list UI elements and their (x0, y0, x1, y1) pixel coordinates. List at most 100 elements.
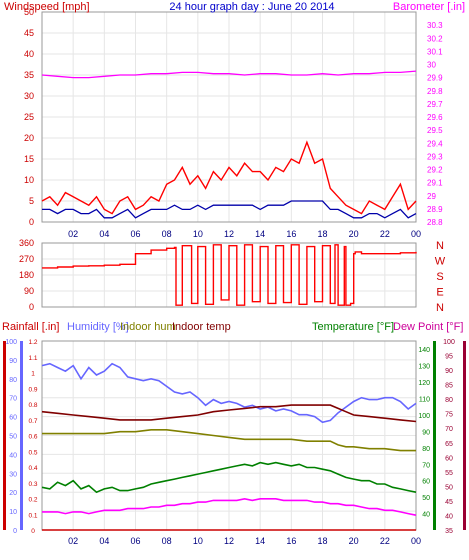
bot-dew-axis-bar (463, 341, 466, 530)
top-x-tick-label: 02 (68, 229, 78, 239)
top-right-tick-label: 30.3 (427, 21, 443, 30)
top-left-tick-label: 50 (24, 7, 34, 17)
bot-x-tick-label: 12 (224, 536, 234, 546)
series-direction (42, 244, 417, 306)
mid-compass-label: N (436, 302, 444, 314)
top-left-tick-label: 45 (24, 28, 34, 38)
top-right-tick-label: 29.2 (427, 166, 443, 175)
bot-rain-tick-label: 0.8 (28, 402, 37, 409)
bot-dew-tick-label: 80 (445, 397, 453, 404)
bot-temp-tick-label: 130 (418, 364, 430, 371)
top-left-tick-label: 0 (29, 217, 34, 227)
series-baro (41, 70, 417, 79)
mid-plot-frame (41, 242, 417, 308)
bot-x-tick-label: 04 (99, 536, 109, 546)
top-right-tick-label: 29.1 (427, 179, 443, 188)
bot-dew-tick-label: 55 (445, 470, 453, 477)
bot-dew-tick-label: 100 (443, 339, 455, 346)
mid-compass-label: E (436, 287, 443, 299)
bot-x-tick-label: 06 (130, 536, 140, 546)
series-gust (41, 140, 417, 215)
bot-x-tick-label: 08 (162, 536, 172, 546)
bot-x-tick-label: 22 (380, 536, 390, 546)
bot-x-tick-label: 14 (255, 536, 265, 546)
bot-rain-tick-label: 1.1 (28, 355, 37, 362)
top-x-tick-label: 10 (193, 229, 203, 239)
bot-hum-tick-label: 100 (5, 339, 17, 346)
bot-rain-tick-label: 0.5 (28, 449, 37, 456)
bot-temp-tick-label: 50 (422, 495, 430, 502)
top-left-tick-label: 25 (24, 112, 34, 122)
bot-x-tick-label: 16 (286, 536, 296, 546)
bot-hum-tick-label: 0 (13, 528, 17, 535)
bot-hum-tick-label: 40 (9, 452, 17, 459)
top-x-tick-label: 08 (162, 229, 172, 239)
top-x-tick-label: 18 (317, 229, 327, 239)
bot-dew-tick-label: 85 (445, 383, 453, 390)
top-left-tick-label: 20 (24, 133, 34, 143)
top-right-tick-label: 30 (427, 61, 436, 70)
top-right-tick-label: 29.7 (427, 100, 443, 109)
mid-left-tick-label: 270 (19, 254, 34, 264)
top-right-tick-label: 29.5 (427, 126, 443, 135)
bot-dew-tick-label: 65 (445, 441, 453, 448)
top-right-tick-label: 29.8 (427, 87, 443, 96)
bot-rain-tick-label: 0.9 (28, 386, 37, 393)
bot-indoor-temp-label: Indoor temp (172, 321, 231, 333)
bot-hum-tick-label: 20 (9, 490, 17, 497)
bot-rain-label: Rainfall [.in] (2, 321, 59, 333)
top-plot-frame (41, 11, 417, 223)
top-right-axis-label: Barometer [.in] (393, 1, 465, 13)
bot-rain-axis-bar (3, 341, 6, 530)
bot-x-tick-label: 20 (349, 536, 359, 546)
series-indoor_temp (41, 404, 417, 423)
bot-dew-tick-label: 95 (445, 354, 453, 361)
bot-rain-tick-label: 0.3 (28, 481, 37, 488)
bot-x-tick-label: 02 (68, 536, 78, 546)
mid-left-tick-label: 90 (24, 286, 34, 296)
bot-hum-label: Humidity [%] (67, 321, 129, 333)
bot-hum-axis-bar (20, 341, 23, 530)
series-indoor_hum (42, 428, 416, 452)
top-x-tick-label: 20 (349, 229, 359, 239)
bot-dew-tick-label: 40 (445, 513, 453, 520)
bot-dew-tick-label: 35 (445, 528, 453, 535)
top-left-tick-label: 40 (24, 49, 34, 59)
bot-rain-tick-label: 0.2 (28, 497, 37, 504)
top-left-axis-label: Windspeed [mph] (4, 1, 90, 13)
bot-indoor-hum-label: Indoor hum (120, 321, 176, 333)
bot-temp-tick-label: 140 (418, 347, 430, 354)
top-right-tick-label: 28.8 (427, 218, 443, 227)
bot-dew-tick-label: 70 (445, 426, 453, 433)
bot-dew-tick-label: 50 (445, 484, 453, 491)
top-x-tick-label: 16 (286, 229, 296, 239)
series-dewpoint (42, 497, 417, 516)
series-temperature (41, 461, 417, 494)
top-x-tick-label: 14 (255, 229, 265, 239)
bot-hum-tick-label: 60 (9, 415, 17, 422)
top-right-tick-label: 29.6 (427, 113, 443, 122)
mid-left-tick-label: 0 (29, 302, 34, 312)
bot-temp-label: Temperature [°F] (312, 321, 394, 333)
bot-rain-tick-label: 0.7 (28, 418, 37, 425)
bot-rain-tick-label: 0.4 (28, 465, 37, 472)
top-left-tick-label: 10 (24, 175, 34, 185)
top-x-tick-label: 04 (99, 229, 109, 239)
bot-dew-label: Dew Point [°F] (393, 321, 463, 333)
bot-temp-tick-label: 60 (422, 479, 430, 486)
bot-dew-tick-label: 60 (445, 455, 453, 462)
series-avg (42, 200, 417, 219)
bot-temp-tick-label: 120 (418, 380, 430, 387)
bot-x-tick-label: 18 (317, 536, 327, 546)
bot-hum-tick-label: 10 (9, 509, 17, 516)
top-right-tick-label: 29 (427, 192, 436, 201)
mid-compass-label: W (435, 256, 446, 268)
top-right-tick-label: 30.2 (427, 34, 443, 43)
bot-rain-tick-label: 1.2 (28, 339, 37, 346)
top-x-tick-label: 00 (411, 229, 421, 239)
bot-hum-tick-label: 80 (9, 377, 17, 384)
top-left-tick-label: 30 (24, 91, 34, 101)
